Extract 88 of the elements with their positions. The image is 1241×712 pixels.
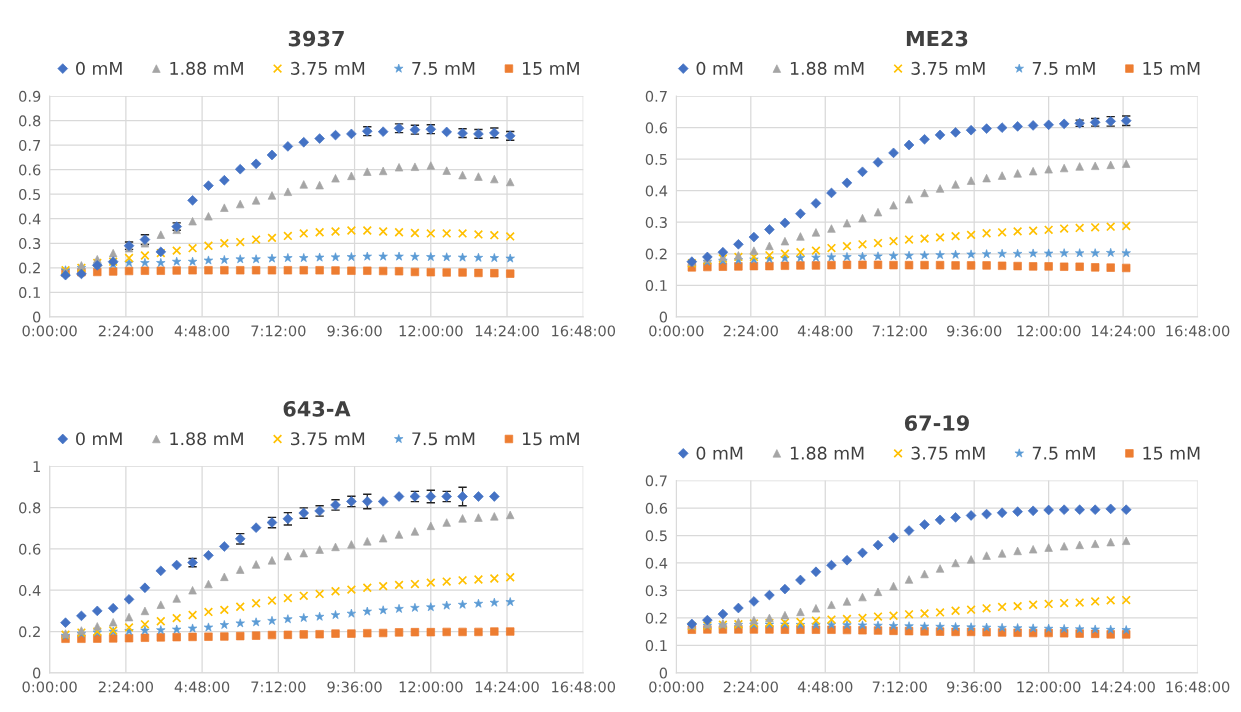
legend-label: 3.75 mM: [911, 446, 985, 460]
x-tick-label: 0:00:00: [22, 325, 77, 337]
legend-label: 7.5 mM: [412, 62, 475, 75]
x-tick-label: 9:36:00: [327, 681, 382, 693]
legend-label: 1.88 mM: [170, 61, 243, 75]
y-tick-label: 0.6: [645, 122, 668, 134]
x-tick-label: 4:48:00: [797, 325, 853, 337]
x-tick-label: 16:48:00: [1166, 681, 1230, 693]
x-tick-label: 2:24:00: [98, 681, 154, 693]
y-tick-label: 0.4: [645, 557, 668, 569]
y-tick-label: 0.2: [19, 626, 40, 638]
y-tick-label: 0.5: [19, 188, 41, 200]
x-tick-label: 0:00:00: [22, 681, 77, 693]
y-tick-label: 0.8: [19, 502, 41, 514]
y-tick-label: 0.7: [645, 475, 667, 487]
x-tick-label: 4:48:00: [797, 681, 853, 693]
legend-label: 15 mM: [1143, 446, 1200, 460]
x-tick-label: 14:24:00: [475, 325, 539, 337]
y-tick-label: 0.5: [645, 153, 667, 165]
y-tick-label: 0: [659, 667, 668, 679]
legend-label: 1.88 mM: [790, 446, 864, 460]
y-tick-label: 0.1: [19, 287, 40, 299]
x-tick-label: 4:48:00: [174, 325, 230, 337]
legend-label: 7.5 mM: [412, 432, 475, 446]
legend-label: 3.75 mM: [291, 61, 365, 75]
y-tick-label: 0.6: [645, 502, 668, 514]
x-tick-label: 16:48:00: [552, 681, 616, 693]
x-tick-label: 7:12:00: [872, 325, 927, 337]
legend-label: 15 mM: [522, 432, 579, 446]
x-tick-label: 12:00:00: [399, 325, 463, 337]
y-tick-label: 0.7: [19, 139, 41, 151]
y-tick-label: 1: [33, 461, 40, 472]
legend-label: 0 mM: [76, 432, 122, 446]
y-tick-label: 0.3: [645, 585, 667, 597]
x-tick-label: 4:48:00: [174, 681, 230, 693]
y-tick-label: 0.5: [645, 530, 667, 542]
x-tick-label: 9:36:00: [946, 325, 1002, 337]
y-tick-label: 0: [32, 311, 41, 323]
legend-label: 3.75 mM: [291, 432, 365, 446]
chart-title: 67-19: [904, 415, 969, 431]
x-tick-label: 16:48:00: [1166, 325, 1230, 337]
y-tick-label: 0.1: [645, 640, 667, 652]
x-tick-label: 2:24:00: [723, 681, 778, 693]
x-tick-label: 7:12:00: [872, 681, 927, 693]
x-tick-label: 12:00:00: [1017, 325, 1081, 337]
y-tick-label: 0.4: [19, 584, 41, 596]
y-tick-label: 0.4: [645, 185, 668, 197]
x-tick-label: 7:12:00: [251, 325, 306, 337]
legend-label: 0 mM: [76, 61, 122, 75]
x-tick-label: 9:36:00: [327, 325, 382, 337]
x-tick-label: 12:00:00: [1017, 681, 1081, 693]
legend-label: 3.75 mM: [911, 61, 985, 75]
x-tick-label: 14:24:00: [1091, 325, 1155, 337]
y-tick-label: 0.3: [19, 237, 41, 250]
legend-label: 1.88 mM: [170, 432, 243, 446]
x-tick-label: 2:24:00: [98, 325, 154, 337]
y-tick-label: 0.6: [19, 543, 41, 555]
y-tick-label: 0: [32, 667, 41, 679]
x-tick-label: 9:36:00: [946, 681, 1002, 693]
x-tick-label: 16:48:00: [552, 325, 616, 337]
x-tick-label: 14:24:00: [475, 681, 539, 693]
legend-label: 0 mM: [696, 61, 743, 75]
chart-title: 3937: [288, 30, 344, 47]
legend-label: 15 mM: [522, 62, 579, 75]
x-tick-label: 0:00:00: [649, 325, 704, 337]
y-tick-label: 0.1: [645, 280, 667, 292]
y-tick-label: 0.6: [19, 164, 41, 176]
legend-label: 1.88 mM: [790, 61, 864, 75]
y-tick-label: 0.9: [19, 90, 41, 102]
y-tick-label: 0.3: [645, 216, 667, 228]
y-tick-label: 0.2: [645, 248, 667, 260]
chart-title: 643-A: [283, 400, 351, 417]
y-tick-label: 0.7: [645, 90, 667, 102]
x-tick-label: 2:24:00: [723, 325, 778, 337]
legend-label: 7.5 mM: [1032, 62, 1095, 75]
x-tick-label: 0:00:00: [649, 681, 704, 693]
legend-label: 0 mM: [696, 446, 743, 460]
y-tick-label: 0: [659, 311, 668, 323]
x-tick-label: 12:00:00: [399, 681, 463, 693]
x-tick-label: 7:12:00: [251, 681, 306, 693]
chart-title: ME23: [906, 30, 968, 47]
y-tick-label: 0.4: [19, 213, 41, 225]
legend-label: 15 mM: [1143, 62, 1200, 75]
y-tick-label: 0.8: [19, 115, 41, 127]
y-tick-label: 0.2: [19, 262, 40, 274]
legend-label: 7.5 mM: [1032, 446, 1095, 460]
y-tick-label: 0.2: [645, 612, 667, 624]
x-tick-label: 14:24:00: [1091, 681, 1155, 693]
